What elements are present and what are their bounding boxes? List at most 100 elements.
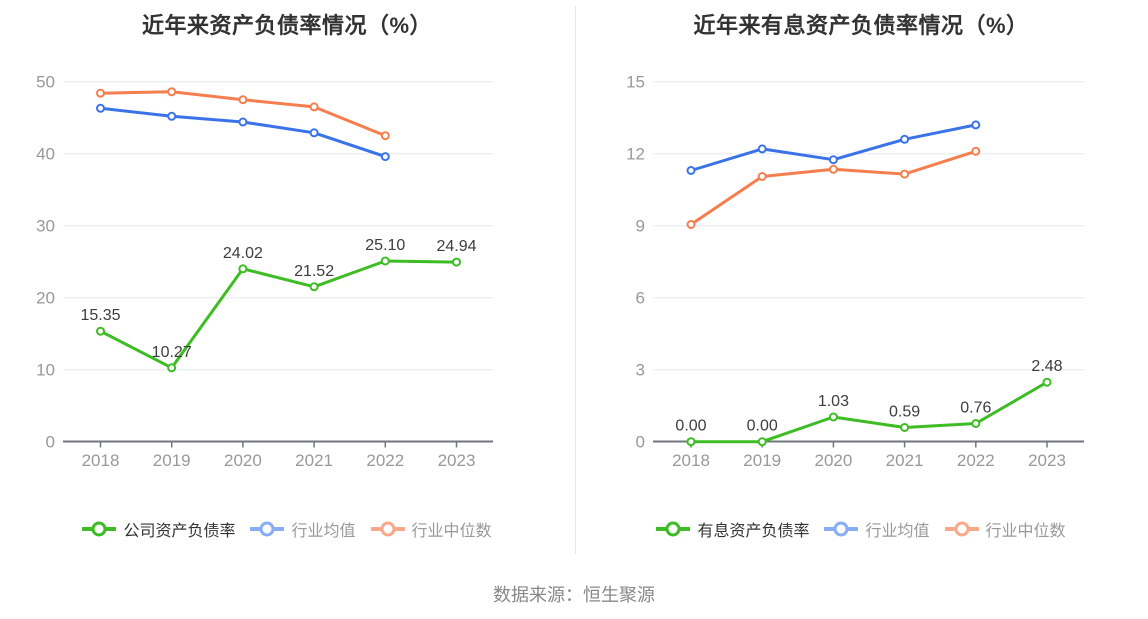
data-point-marker [900, 134, 910, 144]
data-point-marker [238, 117, 248, 127]
data-point-marker [167, 363, 177, 373]
data-point-marker [96, 103, 105, 113]
x-axis-tick-label: 2020 [224, 451, 262, 470]
data-point-marker [828, 164, 838, 174]
x-axis-tick-label: 2021 [886, 451, 924, 470]
data-point-marker [96, 326, 105, 336]
data-point-marker [971, 120, 981, 130]
data-point-marker [380, 131, 390, 141]
legend-marker-circle [91, 521, 107, 537]
data-point-marker [757, 172, 767, 181]
line-chart-svg: 0 10 20 30 40 50 2018 2019 2020 2021 2022 2023 15.35… [36, 73, 493, 470]
data-point-label: 10.27 [152, 344, 192, 361]
y-axis-tick-label: 30 [36, 217, 55, 236]
data-point-label: 21.52 [294, 263, 334, 280]
data-point-marker [380, 256, 390, 266]
series-line [689, 380, 1049, 444]
y-axis-tick-label: 9 [636, 217, 645, 236]
data-point-marker [971, 146, 981, 156]
legend-marker-icon [656, 521, 691, 537]
legend-item[interactable]: 行业均值 [250, 517, 356, 541]
data-point-marker [686, 437, 696, 447]
data-point-label: 1.03 [818, 393, 849, 410]
legend-marker-icon [370, 521, 405, 537]
legend-item[interactable]: 行业中位数 [944, 517, 1066, 541]
legend-item-label: 行业中位数 [411, 523, 492, 540]
data-point-label: 0.00 [675, 418, 706, 435]
y-axis-tick-label: 0 [46, 433, 55, 452]
series-line [99, 259, 458, 370]
chart-legend: 有息资产负债率 行业均值 行业中位数 [574, 517, 1148, 541]
data-point-marker [971, 419, 981, 428]
data-point-marker [686, 166, 696, 175]
data-point-label: 15.35 [80, 307, 120, 324]
data-point-marker [96, 88, 105, 98]
data-point-marker [828, 155, 838, 165]
legend-marker-icon [944, 521, 979, 537]
data-point-marker [167, 111, 177, 121]
y-axis-tick-label: 50 [36, 73, 55, 92]
data-point-marker [757, 144, 767, 154]
data-point-marker [1042, 377, 1052, 387]
y-axis-tick-label: 3 [636, 361, 645, 380]
data-point-label: 0.59 [889, 404, 920, 421]
data-source-note: 数据来源：恒生聚源 [493, 585, 655, 605]
data-point-marker [828, 412, 838, 422]
data-point-marker [238, 95, 248, 105]
chart-panel-interest-bearing-ratio: 0 3 6 9 12 15 2018 2019 2020 2021 2022 2023 0.00 0.00… [574, 0, 1148, 560]
legend-item-label: 行业均值 [291, 523, 356, 540]
x-axis-tick-label: 2023 [438, 451, 476, 470]
legend-item[interactable]: 行业中位数 [370, 517, 492, 541]
legend-item[interactable]: 公司资产负债率 [82, 517, 235, 541]
data-point-marker [309, 282, 319, 292]
legend-marker-circle [380, 521, 395, 537]
legend-item-label: 公司资产负债率 [123, 523, 236, 540]
y-axis-tick-label: 6 [636, 289, 645, 308]
chart-title: 近年来资产负债率情况（%） [141, 13, 433, 38]
legend-item-label: 行业均值 [865, 523, 930, 540]
legend-item-label: 行业中位数 [985, 523, 1066, 540]
data-point-marker [686, 220, 696, 229]
data-point-marker [452, 257, 461, 267]
chart-title: 近年来有息资产负债率情况（%） [693, 13, 1029, 38]
data-point-marker [309, 102, 319, 112]
series-line [99, 106, 387, 159]
legend-marker-icon [250, 521, 285, 537]
chart-panel-asset-liability-ratio: 0 10 20 30 40 50 2018 2019 2020 2021 2022 2023 15.35… [0, 0, 574, 560]
data-point-marker [757, 437, 767, 447]
x-axis-tick-label: 2023 [1028, 451, 1066, 470]
line-chart-svg: 0 3 6 9 12 15 2018 2019 2020 2021 2022 2023 0.00 0.00… [626, 73, 1084, 470]
x-axis-tick-label: 2019 [743, 451, 781, 470]
x-axis-tick-label: 2020 [814, 451, 852, 470]
y-axis-tick-label: 10 [36, 361, 55, 380]
y-axis-tick-label: 15 [626, 73, 645, 92]
y-axis-tick-label: 40 [36, 145, 55, 164]
legend-item-label: 有息资产负债率 [697, 523, 810, 540]
y-axis-tick-label: 20 [36, 289, 55, 308]
y-axis-tick-label: 0 [636, 433, 645, 452]
data-point-label: 0.76 [960, 400, 991, 417]
x-axis-tick-label: 2018 [672, 451, 710, 470]
data-point-label: 24.94 [436, 238, 476, 255]
x-axis-tick-label: 2022 [957, 451, 995, 470]
data-point-marker [167, 87, 177, 97]
x-axis-tick-label: 2021 [295, 451, 333, 470]
data-point-marker [380, 152, 390, 162]
data-point-label: 2.48 [1031, 358, 1062, 375]
legend-marker-circle [833, 521, 849, 537]
panel-divider [575, 6, 576, 554]
legend-marker-circle [665, 521, 681, 537]
chart-legend: 公司资产负债率 行业均值 行业中位数 [0, 517, 574, 541]
x-axis-tick-label: 2019 [153, 451, 191, 470]
data-point-marker [900, 423, 910, 432]
legend-marker-circle [954, 521, 969, 537]
legend-item[interactable]: 行业均值 [824, 517, 930, 541]
legend-marker-icon [82, 521, 117, 537]
data-point-marker [309, 128, 319, 138]
legend-item[interactable]: 有息资产负债率 [656, 517, 809, 541]
data-point-label: 25.10 [365, 237, 405, 254]
x-axis-tick-label: 2022 [366, 451, 404, 470]
x-axis-tick-label: 2018 [82, 451, 120, 470]
data-point-marker [900, 169, 910, 179]
